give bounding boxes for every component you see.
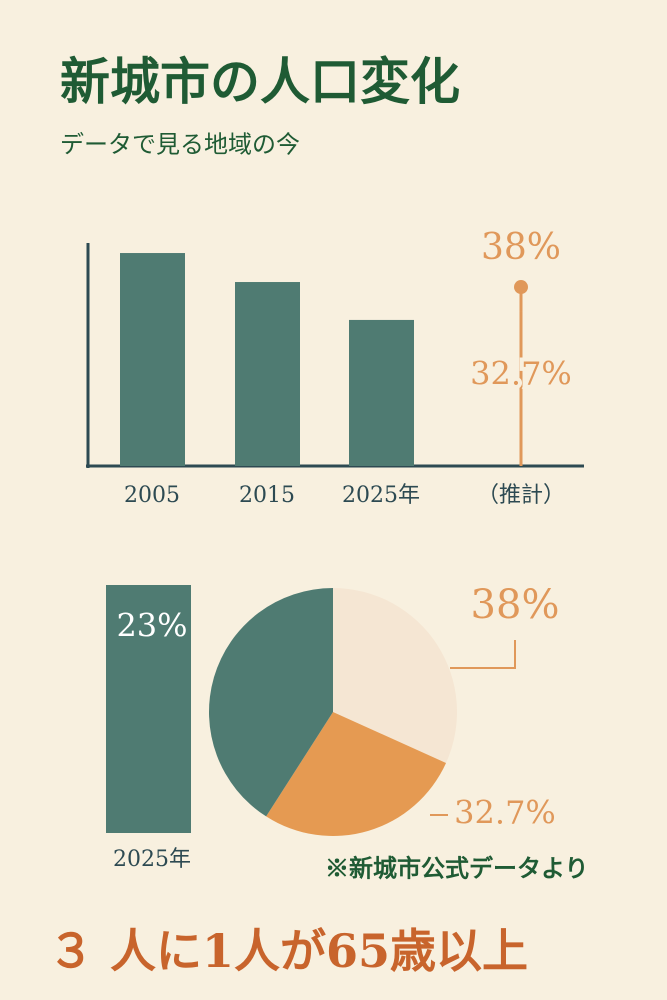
- bar: [120, 253, 185, 466]
- bar: [235, 282, 300, 466]
- x-tick-label: 2025年: [113, 847, 191, 872]
- subtitle: データで見る地域の今: [60, 131, 300, 159]
- x-tick-label: 2005: [124, 483, 180, 508]
- slice-label: 38%: [471, 582, 560, 628]
- pie-slice: [266, 712, 447, 836]
- pie-slice: [333, 588, 457, 763]
- x-tick-label: 2025年: [342, 483, 420, 508]
- title: 新城市の人口変化: [60, 52, 460, 111]
- bar: [349, 319, 414, 466]
- x-tick-label: （推計）: [477, 483, 565, 508]
- value-label: 23%: [116, 607, 187, 645]
- lollipop-dot: [514, 280, 528, 295]
- bar: [106, 585, 191, 833]
- marker-label: 32.7%: [470, 355, 572, 393]
- x-tick-label: 2015: [239, 483, 295, 508]
- slice-label: 32.7%: [454, 794, 556, 832]
- marker-label: 38%: [481, 227, 561, 268]
- headline: ３ 人に1人が65歳以上: [48, 924, 528, 978]
- source-note: ※新城市公式データより: [325, 854, 589, 883]
- leader-line: [450, 640, 516, 669]
- pie-slice: [208, 588, 333, 817]
